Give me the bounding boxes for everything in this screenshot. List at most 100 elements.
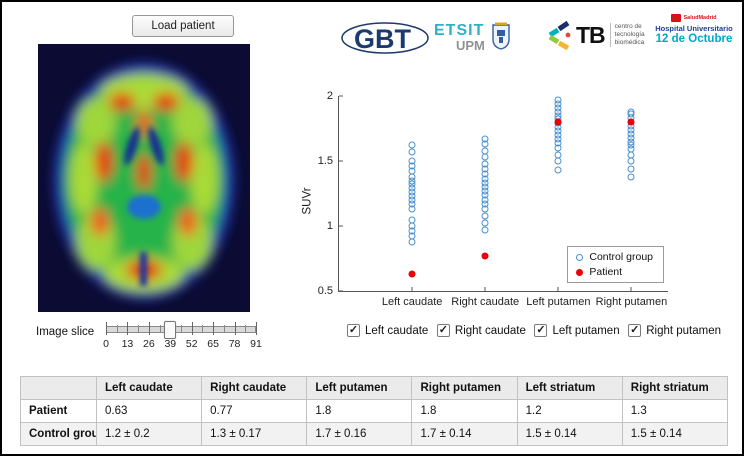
upm-wordmark: UPM [456,38,485,53]
slider-tick-label: 39 [164,338,177,350]
checkbox-right-caudate[interactable]: ✓ Right caudate [436,324,526,337]
slider-tick [234,322,236,335]
ctb-subtitle: centro de tecnología biomédica [609,22,645,48]
table-header-cell: Right putamen [411,376,518,400]
load-patient-button[interactable]: Load patient [132,15,234,37]
table-cell: 1.5 ± 0.14 [621,422,729,446]
checkbox-left-putamen[interactable]: ✓ Left putamen [534,324,620,337]
slider-tick-label: 0 [103,338,109,350]
slider-tick-label: 65 [207,338,219,350]
image-slice-slider[interactable]: 0 13 26 39 52 65 78 91 [103,319,262,353]
control-point [481,212,489,220]
y-tick-label: 0.5 [317,285,333,297]
slider-tick [223,325,225,332]
slider-tick [181,325,182,332]
ctb-chevron-icon [548,20,571,50]
control-point [554,151,562,158]
slider-tick [202,325,204,332]
open-circle-marker-icon [576,253,584,261]
etsit-wordmark: ETSIT [434,22,485,39]
slider-tick [138,325,140,332]
control-point [408,222,416,230]
table-cell: 1.7 ± 0.14 [411,422,518,446]
legend-label: Patient [589,266,623,278]
checkbox-label: Left putamen [552,324,620,337]
x-tick-label: Left putamen [526,296,591,308]
upm-crest-icon [492,22,510,50]
y-tick-label: 1.5 [317,154,333,167]
row-label: Patient [20,399,97,423]
patient-point [408,270,416,278]
x-tick-label: Right putamen [595,296,668,308]
checkbox-box[interactable]: ✓ [534,324,548,337]
slider-tick [159,325,161,332]
checkbox-box[interactable]: ✓ [436,324,450,337]
slider-tick [116,325,118,332]
gbt-text: GBT [354,24,412,54]
slider-tick [213,322,215,335]
slider-tick-label: 78 [228,338,241,350]
legend-label: Control group [589,251,653,263]
saludmadrid-text: SaludMadrid [683,15,717,21]
gbt-logo-svg: GBT [341,22,429,54]
checkbox-box[interactable]: ✓ [628,324,642,337]
saludmadrid-badge: SaludMadrid [652,14,736,22]
x-tick-label: Right caudate [451,296,520,308]
plot-legend: Control group Patient [567,246,664,283]
y-tick-mark [339,290,343,292]
control-point [481,153,489,161]
image-slice-label: Image slice [36,326,95,338]
x-tick-mark [630,287,632,291]
legend-control-group: Control group [576,251,653,263]
x-tick-mark [411,287,413,291]
table-header-cell: Left caudate [95,376,203,400]
slider-tick-label: 26 [143,338,155,350]
y-tick-mark [339,160,343,162]
y-axis-label: SUVr [301,187,314,215]
slider-tick [245,325,247,332]
control-point [408,216,416,223]
plot-axes: Control group Patient 0.5 1 1.5 2 Left cauda… [318,90,668,308]
control-point [408,157,416,165]
table-cell: 0.77 [201,399,308,423]
suvr-scatter-plot: SUVr Control group Patient 0.5 1 1.5 2 Left … [298,86,674,324]
y-tick-label: 2 [326,90,333,102]
control-point [481,135,489,143]
ctb-subtitle-line: biomédica [614,39,645,47]
control-point [627,165,635,173]
control-point [481,147,489,155]
slider-thumb[interactable] [164,321,177,339]
control-point [481,160,489,168]
filled-circle-marker-icon [576,268,584,276]
table-cell: 1.2 [516,399,623,423]
ctb-logo: TB centro de tecnología biomédica [545,20,645,50]
row-label: Control group [20,422,97,446]
control-point [627,173,635,181]
legend-patient: Patient [576,266,653,278]
patient-point [554,118,562,126]
etsit-upm-logo: ETSIT UPM [434,22,511,53]
saludmadrid-flag-icon [671,14,682,22]
checkbox-left-caudate[interactable]: ✓ Left caudate [347,324,428,337]
control-point [627,108,635,116]
checkbox-label: Left caudate [365,324,429,337]
table-cell: 1.7 ± 0.16 [306,422,413,446]
slider-tick-label: 52 [185,338,198,350]
table-header-cell: Right striatum [621,376,729,400]
checkbox-box[interactable]: ✓ [347,324,360,337]
x-tick-mark [557,287,559,291]
gbt-logo: GBT [340,18,430,63]
hospital-logo: SaludMadrid Hospital Universitario 12 de… [652,14,736,45]
table-cell: 1.2 ± 0.2 [95,422,203,446]
checkbox-right-putamen[interactable]: ✓ Right putamen [628,324,721,337]
table-header-cell: Left striatum [516,376,623,400]
control-point [554,157,562,165]
checkbox-label: Right caudate [454,324,526,337]
ctb-subtitle-line: tecnología [614,30,645,38]
gbt-swirl-icon [341,22,429,54]
table-cell: 1.5 ± 0.14 [516,422,623,446]
slider-tick [106,322,107,335]
control-point [554,166,562,174]
y-tick-label: 1 [326,219,333,232]
